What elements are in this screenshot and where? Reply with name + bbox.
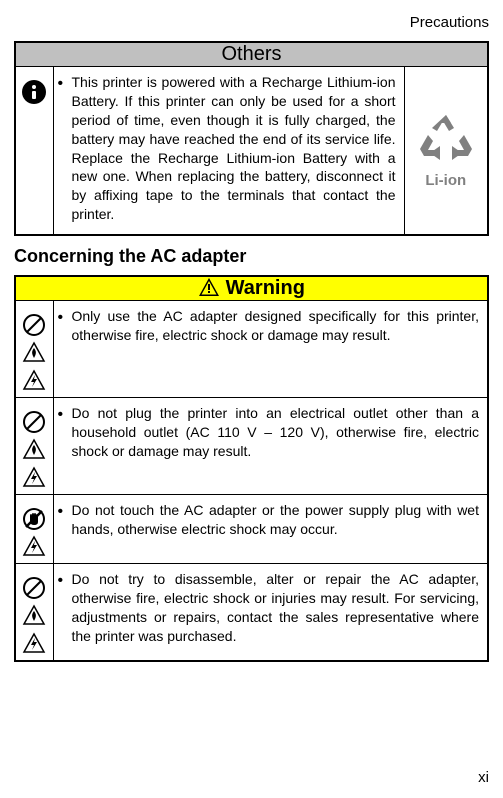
fire-icon: [22, 604, 46, 628]
row0-content: Only use the AC adapter designed specifi…: [53, 301, 488, 398]
row3-content: Do not try to disassemble, alter or repa…: [53, 564, 488, 662]
mandatory-icon: [21, 79, 47, 105]
page-header: Precautions: [14, 14, 489, 31]
others-title: Others: [15, 42, 488, 67]
row3-text: Do not try to disassemble, alter or repa…: [54, 570, 480, 646]
warning-box: Warning Only use the AC adapter designed…: [14, 275, 489, 662]
others-box: Others This printer is powered with a Re…: [14, 41, 489, 236]
shock-icon: [22, 369, 46, 393]
recycle-label: Li-ion: [409, 172, 484, 189]
shock-icon: [22, 535, 46, 559]
row0-text: Only use the AC adapter designed specifi…: [54, 307, 480, 345]
row0-icons: [15, 301, 53, 398]
prohibit-icon: [22, 410, 46, 434]
row1-icons: [15, 398, 53, 495]
no-wet-hand-icon: [22, 507, 46, 531]
row1-content: Do not plug the printer into an electric…: [53, 398, 488, 495]
others-content: This printer is powered with a Recharge …: [53, 67, 404, 236]
others-icon-col: [15, 67, 53, 236]
row2-icons: [15, 495, 53, 564]
row1-text: Do not plug the printer into an electric…: [54, 404, 480, 461]
fire-icon: [22, 341, 46, 365]
shock-icon: [22, 466, 46, 490]
row2-content: Do not touch the AC adapter or the power…: [53, 495, 488, 564]
prohibit-icon: [22, 576, 46, 600]
others-item-0: This printer is powered with a Recharge …: [54, 73, 396, 224]
recycle-cell: Li-ion: [404, 67, 488, 236]
row2-text: Do not touch the AC adapter or the power…: [54, 501, 480, 539]
recycle-icon: [416, 113, 476, 165]
fire-icon: [22, 438, 46, 462]
page-number: xi: [478, 769, 489, 786]
warning-triangle-icon: [198, 277, 220, 297]
shock-icon: [22, 632, 46, 656]
ac-adapter-heading: Concerning the AC adapter: [14, 246, 489, 267]
warning-header: Warning: [15, 276, 488, 301]
row3-icons: [15, 564, 53, 662]
warning-label: Warning: [226, 277, 305, 299]
prohibit-icon: [22, 313, 46, 337]
